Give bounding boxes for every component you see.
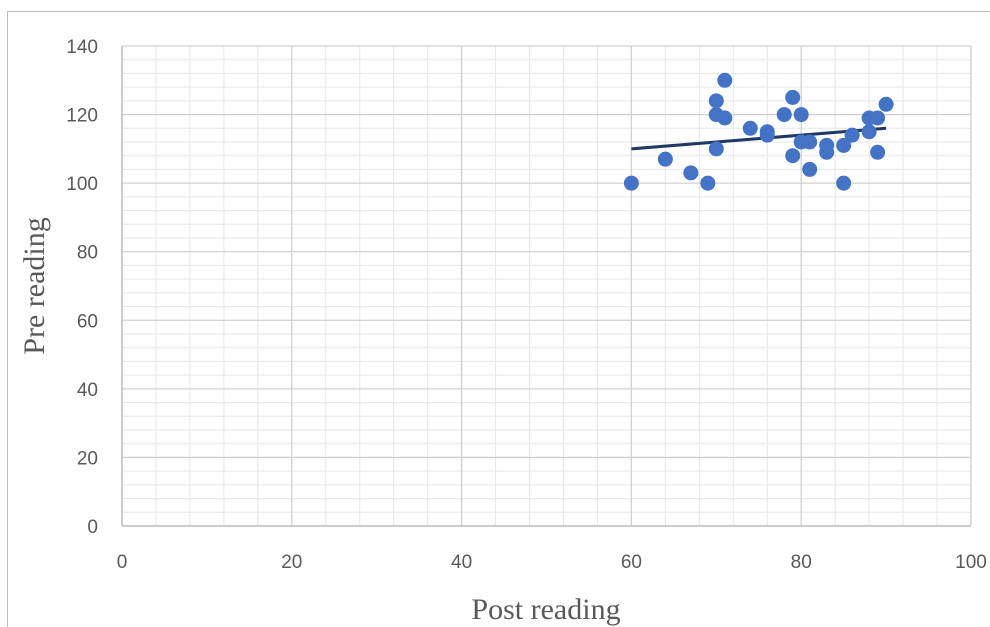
x-tick-labels: 0 20 40 60 80 100 xyxy=(117,552,987,573)
data-point xyxy=(708,141,724,157)
data-point xyxy=(785,89,801,105)
y-tick-labels: 0 20 40 60 80 100 120 140 xyxy=(66,37,98,538)
data-point xyxy=(683,165,699,181)
y-tick-label: 80 xyxy=(77,243,98,264)
data-point xyxy=(793,107,809,123)
x-tick-label: 40 xyxy=(451,552,472,573)
data-point xyxy=(785,148,801,164)
y-tick-label: 100 xyxy=(66,174,98,195)
data-point xyxy=(742,120,758,136)
data-point xyxy=(708,93,724,109)
data-point xyxy=(717,110,733,126)
y-tick-label: 40 xyxy=(77,380,98,401)
y-axis-title: Pre reading xyxy=(18,217,51,354)
major-gridlines xyxy=(121,45,972,527)
trendline-group xyxy=(631,126,887,151)
data-point xyxy=(776,107,792,123)
x-tick-label: 0 xyxy=(117,552,128,573)
axes xyxy=(121,46,971,527)
data-point xyxy=(836,175,852,191)
data-point xyxy=(844,127,860,143)
chart-frame xyxy=(7,11,990,627)
minor-gridlines xyxy=(122,46,971,526)
y-tick-label: 60 xyxy=(77,311,98,332)
data-point xyxy=(836,137,852,153)
data-point xyxy=(870,144,886,160)
data-point xyxy=(819,144,835,160)
data-point xyxy=(623,175,639,191)
data-point xyxy=(870,110,886,126)
y-tick-label: 140 xyxy=(66,37,98,58)
y-tick-label: 20 xyxy=(77,448,98,469)
trendline xyxy=(631,126,887,151)
data-point xyxy=(759,127,775,143)
x-tick-label: 20 xyxy=(281,552,302,573)
x-tick-label: 80 xyxy=(791,552,812,573)
data-point xyxy=(878,96,894,112)
y-tick-label: 0 xyxy=(87,517,98,538)
data-point xyxy=(657,151,673,167)
y-tick-label: 120 xyxy=(66,106,98,127)
data-point xyxy=(802,161,818,177)
x-tick-label: 100 xyxy=(955,552,987,573)
data-point xyxy=(717,72,733,88)
data-point xyxy=(802,134,818,150)
data-points xyxy=(623,72,894,191)
data-point xyxy=(700,175,716,191)
data-point xyxy=(861,124,877,140)
x-tick-label: 60 xyxy=(621,552,642,573)
x-axis-title: Post reading xyxy=(471,593,620,626)
